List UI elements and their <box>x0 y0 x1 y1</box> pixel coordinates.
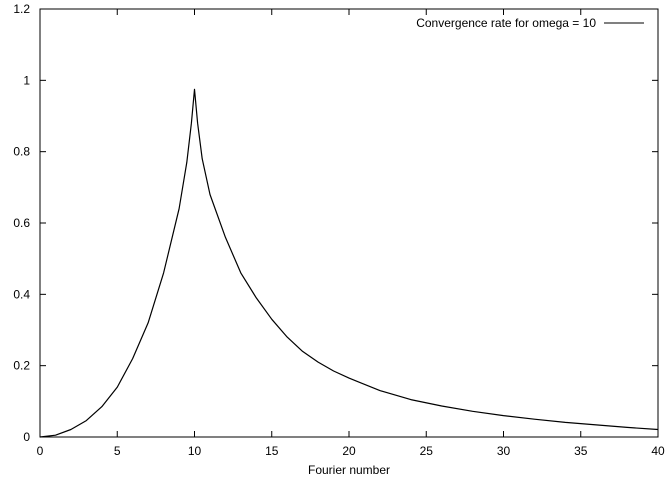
series-line <box>39 88 659 438</box>
y-tick-label: 1 <box>23 73 30 87</box>
series-layer <box>39 88 659 438</box>
y-tick-label: 0.4 <box>13 287 30 301</box>
x-tick-label: 0 <box>37 444 44 458</box>
x-tick-label: 5 <box>114 444 121 458</box>
x-axis-label: Fourier number <box>308 463 390 477</box>
y-tick-label: 0 <box>23 430 30 444</box>
x-tick-label: 30 <box>497 444 511 458</box>
x-tick-label: 20 <box>342 444 356 458</box>
y-tick-label: 1.2 <box>13 2 30 16</box>
plot-area-frame <box>39 8 659 438</box>
y-tick-label: 0.6 <box>13 216 30 230</box>
x-axis-ticks: 0 5 10 15 20 25 30 35 40 <box>37 9 665 458</box>
x-tick-label: 25 <box>420 444 434 458</box>
y-tick-label: 0.2 <box>13 359 30 373</box>
legend: Convergence rate for omega = 10 <box>416 16 644 30</box>
x-tick-label: 35 <box>574 444 588 458</box>
y-tick-label: 0.8 <box>13 145 30 159</box>
x-tick-label: 40 <box>651 444 665 458</box>
y-axis-ticks: 0 0.2 0.4 0.6 0.8 1 1.2 <box>13 2 658 444</box>
x-tick-label: 10 <box>188 444 202 458</box>
legend-label: Convergence rate for omega = 10 <box>416 16 596 30</box>
x-tick-label: 15 <box>265 444 279 458</box>
